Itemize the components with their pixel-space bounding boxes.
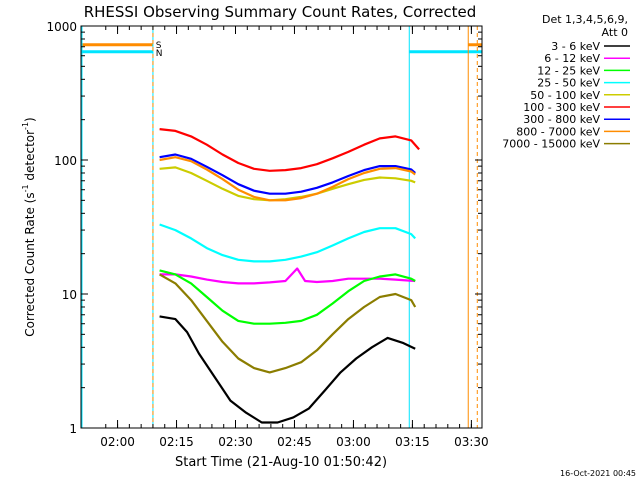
footer-date: 16-Oct-2021 00:45 bbox=[560, 469, 636, 478]
legend-label: 6 - 12 keV bbox=[544, 52, 600, 65]
y-tick-label: 100 bbox=[54, 154, 77, 168]
y-tick-label: 1 bbox=[69, 422, 77, 436]
series-line-5 bbox=[159, 166, 416, 202]
legend-label: 3 - 6 keV bbox=[551, 40, 600, 53]
series-line-3 bbox=[159, 269, 416, 325]
saa-flag-label: S bbox=[156, 41, 162, 51]
y-label-part3: ) bbox=[23, 117, 37, 122]
legend-label: 25 - 50 keV bbox=[537, 77, 600, 90]
chart-title: RHESSI Observing Summary Count Rates, Co… bbox=[84, 3, 477, 21]
legend-label: 7000 - 15000 keV bbox=[502, 138, 600, 151]
legend-header-line2: Att 0 bbox=[602, 26, 628, 39]
x-tick-label: 03:15 bbox=[395, 435, 430, 449]
x-tick-label: 02:15 bbox=[159, 435, 194, 449]
night-flag-label: N bbox=[156, 49, 163, 59]
series-line-1 bbox=[159, 315, 416, 424]
series-line-4 bbox=[159, 223, 417, 263]
y-label-part2: detector bbox=[23, 130, 37, 185]
series-line-2 bbox=[159, 267, 416, 285]
series-line-8 bbox=[159, 156, 416, 202]
legend-label: 50 - 100 keV bbox=[530, 89, 600, 102]
legend-label: 100 - 300 keV bbox=[523, 101, 600, 114]
x-tick-label: 03:30 bbox=[454, 435, 489, 449]
x-tick-label: 02:00 bbox=[100, 435, 135, 449]
y-label-part1: Corrected Count Rate (s bbox=[23, 192, 37, 336]
y-label-sup2: -1 bbox=[21, 122, 30, 130]
y-label-sup1: -1 bbox=[21, 184, 30, 192]
x-tick-label: 02:45 bbox=[277, 435, 312, 449]
x-tick-label: 02:30 bbox=[218, 435, 253, 449]
y-axis-label: Corrected Count Rate (s-1 detector-1) bbox=[21, 117, 37, 336]
plot-frame bbox=[80, 25, 483, 429]
series-line-7 bbox=[159, 153, 416, 195]
legend-header-line1: Det 1,3,4,5,6,9, bbox=[542, 13, 628, 26]
legend-label: 300 - 800 keV bbox=[523, 113, 600, 126]
y-tick-label: 1000 bbox=[46, 20, 77, 34]
series-line-9 bbox=[159, 273, 417, 374]
legend-label: 800 - 7000 keV bbox=[516, 125, 600, 138]
series-line-6 bbox=[159, 128, 420, 172]
legend-label: 12 - 25 keV bbox=[537, 64, 600, 77]
x-tick-label: 03:00 bbox=[336, 435, 371, 449]
x-axis-label: Start Time (21-Aug-10 01:50:42) bbox=[175, 455, 387, 470]
y-tick-label: 10 bbox=[62, 288, 77, 302]
